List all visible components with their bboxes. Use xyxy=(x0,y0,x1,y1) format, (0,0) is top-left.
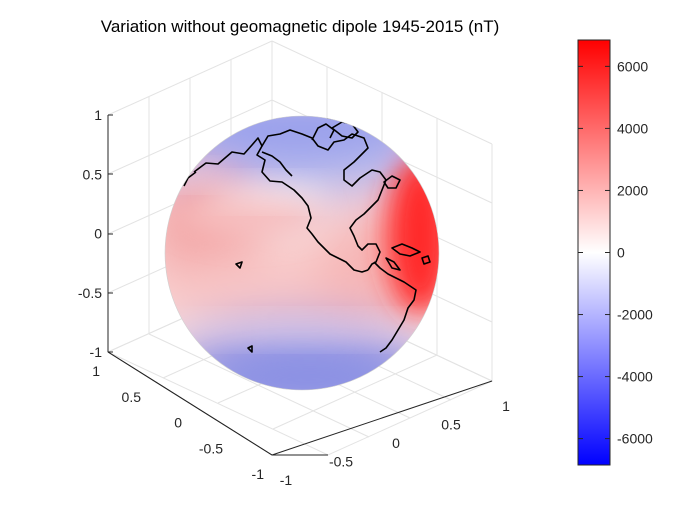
z-tick-label: 1 xyxy=(94,107,102,123)
z-tick-label: 0.5 xyxy=(83,166,103,182)
chart-title: Variation without geomagnetic dipole 194… xyxy=(101,17,500,36)
x-tick-label: -1 xyxy=(280,472,293,488)
y-tick-label: 1 xyxy=(92,363,100,379)
y-tick-label: -1 xyxy=(252,466,265,482)
sphere-outline xyxy=(164,115,440,391)
colorbar-tick-label: -2000 xyxy=(617,307,653,323)
x-tick-label: 0 xyxy=(392,435,400,451)
colorbar-tick-label: 2000 xyxy=(617,182,648,198)
colorbar-ticks: 6000 4000 2000 0 -2000 -4000 -6000 xyxy=(578,58,653,447)
y-tick-label: -0.5 xyxy=(199,440,223,456)
z-tick-label: -1 xyxy=(90,344,103,360)
colorbar-tick-label: -4000 xyxy=(617,369,653,385)
z-axis-ticks: 1 0.5 0 -0.5 -1 xyxy=(78,107,102,360)
colorbar-tick-label: 6000 xyxy=(617,58,648,74)
coastlines xyxy=(183,116,431,353)
colorbar-tick-label: 4000 xyxy=(617,120,648,136)
x-tick-label: -0.5 xyxy=(329,454,353,470)
axis-lines xyxy=(107,114,493,456)
x-tick-label: 0.5 xyxy=(441,417,461,433)
y-tick-label: 0.5 xyxy=(122,389,142,405)
z-tick-label: -0.5 xyxy=(78,285,102,301)
x-tick-label: 1 xyxy=(502,398,510,414)
colorbar-gradient xyxy=(577,39,611,466)
colorbar-tick-label: -6000 xyxy=(617,431,653,447)
z-tick-label: 0 xyxy=(94,226,102,242)
y-tick-label: 0 xyxy=(174,415,182,431)
colorbar-tick-label: 0 xyxy=(617,245,625,261)
x-axis-ticks: -1 -0.5 0 0.5 1 xyxy=(280,398,510,488)
colorbar: 6000 4000 2000 0 -2000 -4000 -6000 xyxy=(577,39,653,466)
y-axis-ticks: 1 0.5 0 -0.5 -1 xyxy=(92,363,264,482)
